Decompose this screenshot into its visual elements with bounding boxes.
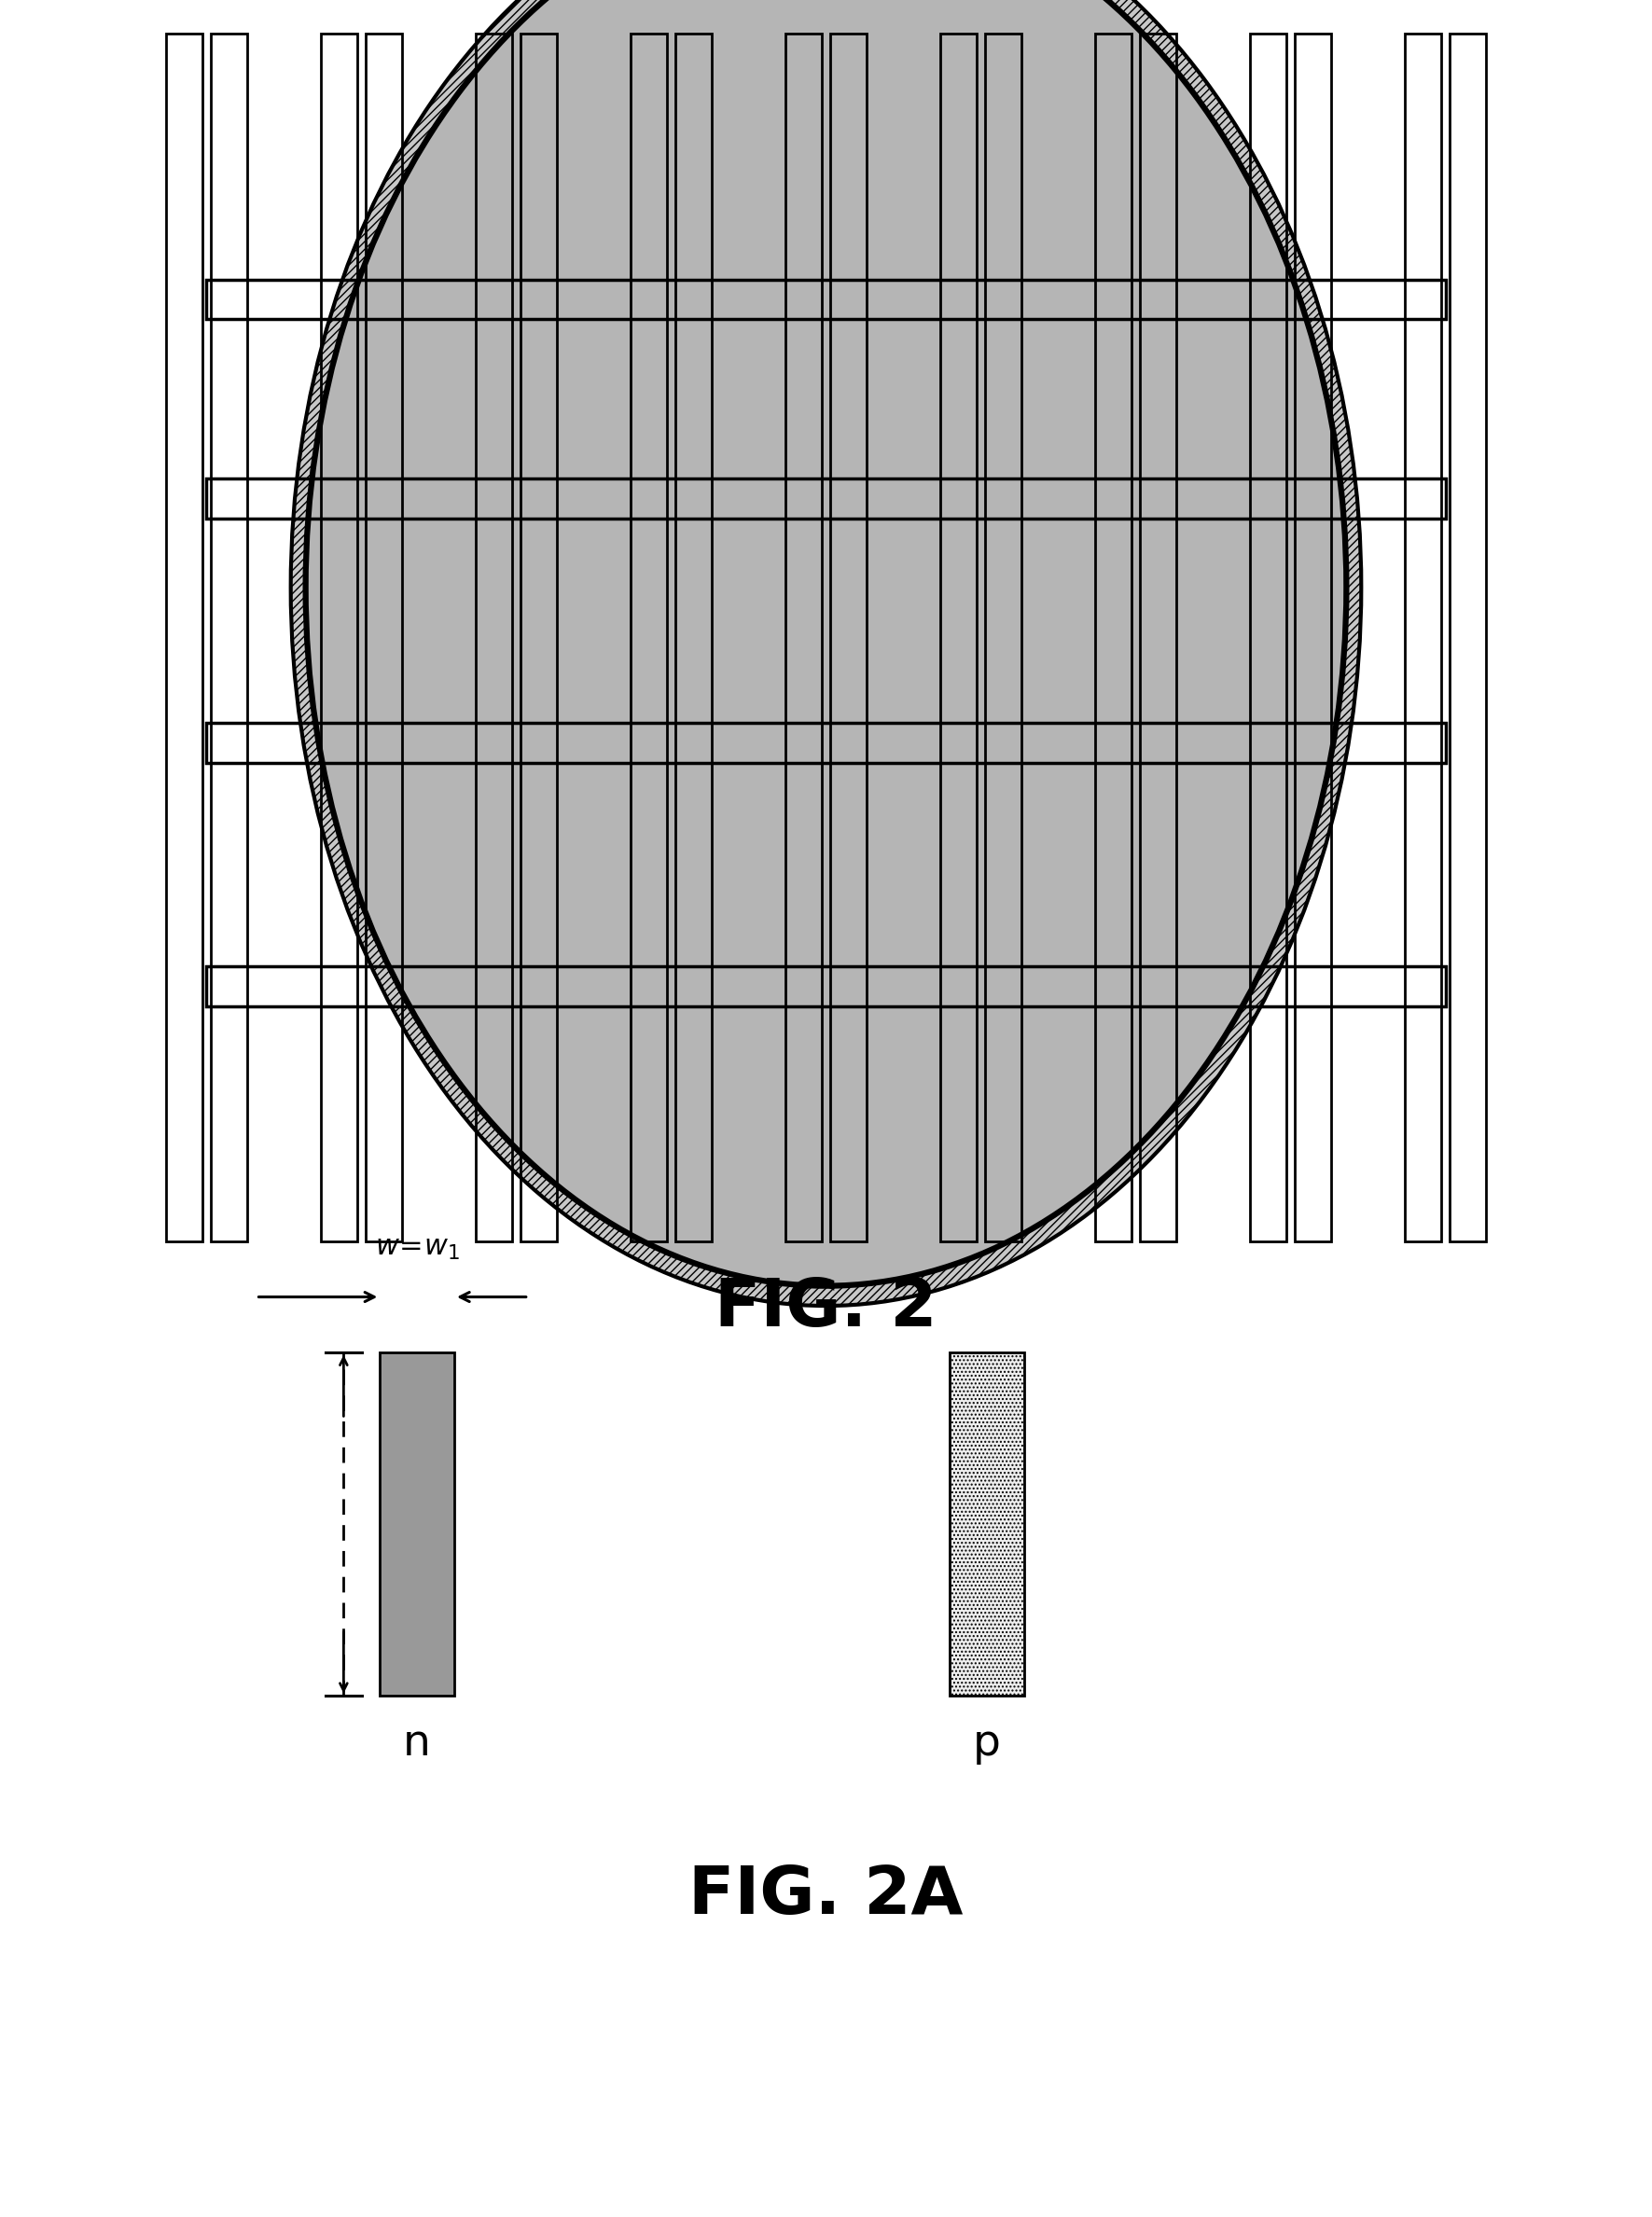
Bar — [211, 33, 248, 1242]
Bar — [829, 33, 866, 1242]
Bar — [786, 33, 821, 1242]
Text: p: p — [973, 1723, 1001, 1765]
Text: FIG. 2: FIG. 2 — [715, 1275, 937, 1341]
Bar — [1295, 33, 1332, 1242]
Bar — [950, 1352, 1024, 1696]
Bar — [206, 723, 1446, 763]
Bar — [1251, 33, 1287, 1242]
Bar — [1140, 33, 1176, 1242]
Bar — [985, 33, 1021, 1242]
Bar — [1404, 33, 1441, 1242]
Bar — [1450, 33, 1487, 1242]
Ellipse shape — [291, 0, 1361, 1306]
Bar — [320, 33, 357, 1242]
Bar — [476, 33, 512, 1242]
Bar — [520, 33, 557, 1242]
Bar — [631, 33, 667, 1242]
Bar — [676, 33, 712, 1242]
Text: n: n — [403, 1723, 431, 1765]
Ellipse shape — [306, 0, 1346, 1286]
Bar — [1095, 33, 1132, 1242]
Bar — [206, 967, 1446, 1007]
Text: $w\!=\!w_1$: $w\!=\!w_1$ — [375, 1235, 459, 1261]
Bar — [206, 279, 1446, 319]
Bar — [365, 33, 401, 1242]
Bar — [165, 33, 202, 1242]
Bar — [206, 479, 1446, 519]
Text: FIG. 2A: FIG. 2A — [689, 1862, 963, 1929]
Bar — [380, 1352, 454, 1696]
Bar — [940, 33, 976, 1242]
